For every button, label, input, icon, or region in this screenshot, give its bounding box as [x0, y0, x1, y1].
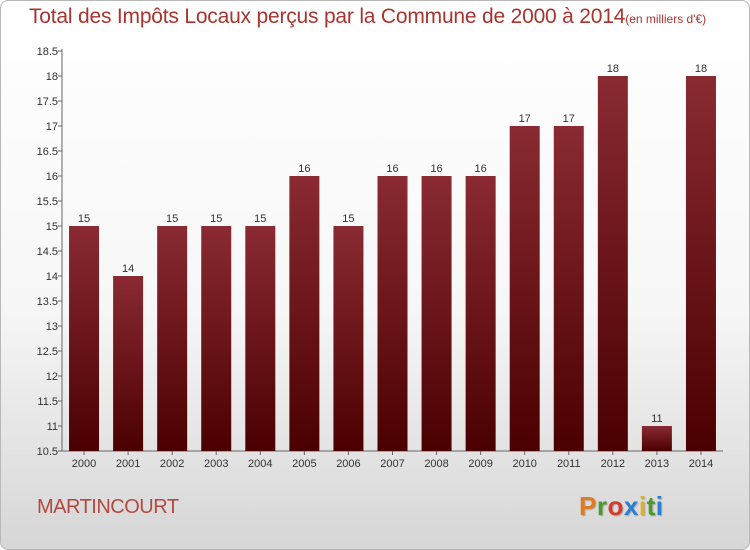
logo-letter: i [638, 491, 647, 521]
bar-2006 [333, 226, 364, 451]
x-tick-label: 2007 [380, 458, 404, 470]
x-tick-label: 2005 [292, 458, 316, 470]
data-label-2010: 17 [519, 113, 531, 125]
y-tick-label: 16.5 [37, 146, 58, 158]
x-tick-label: 2010 [512, 458, 536, 470]
logo-letter: x [623, 491, 639, 521]
bar-2011 [553, 126, 584, 451]
chart-title-block: Total des Impôts Locaux perçus par la Co… [29, 5, 706, 29]
data-label-2006: 15 [342, 213, 354, 225]
data-label-2008: 16 [430, 163, 442, 175]
y-tick-label: 15 [46, 221, 58, 233]
x-tick-label: 2003 [204, 458, 228, 470]
data-label-2012: 18 [607, 63, 619, 75]
bar-2003 [201, 226, 232, 451]
data-label-2004: 15 [254, 213, 266, 225]
x-tick-label: 2011 [557, 458, 581, 470]
data-label-2009: 16 [475, 163, 487, 175]
bar-2000 [69, 226, 100, 451]
y-tick-label: 17.5 [37, 96, 58, 108]
data-label-2000: 15 [78, 213, 90, 225]
proxiti-logo: Proxiti [579, 491, 663, 522]
y-tick-label: 11.5 [37, 396, 58, 408]
x-tick-label: 2002 [160, 458, 184, 470]
y-tick-label: 16 [46, 171, 58, 183]
x-tick-label: 2004 [248, 458, 272, 470]
bar-2014 [685, 76, 716, 451]
bar-2008 [421, 176, 452, 451]
y-tick-label: 10.5 [37, 446, 58, 458]
y-tick-label: 18 [46, 71, 58, 83]
y-tick-label: 12.5 [37, 346, 58, 358]
commune-name: MARTINCOURT [37, 496, 179, 518]
y-tick-label: 14 [46, 271, 58, 283]
chart-data-labels: 15 14 15 15 15 16 15 16 16 16 17 17 18 11 18 [78, 63, 707, 425]
data-label-2003: 15 [210, 213, 222, 225]
x-tick-label: 2000 [72, 458, 96, 470]
bar-2002 [157, 226, 188, 451]
data-label-2011: 17 [563, 113, 575, 125]
x-tick-label: 2013 [645, 458, 669, 470]
chart-title: Total des Impôts Locaux perçus par la Co… [29, 5, 626, 28]
bar-2009 [465, 176, 496, 451]
y-tick-label: 11 [47, 421, 58, 433]
y-tick-label: 12 [46, 371, 58, 383]
x-tick-label: 2009 [468, 458, 492, 470]
x-tick-label: 2014 [689, 458, 713, 470]
data-label-2001: 14 [122, 263, 134, 275]
data-label-2014: 18 [695, 63, 707, 75]
logo-letter: t [646, 491, 656, 521]
logo-letter: P [579, 491, 597, 521]
chart-unit: (en milliers d'€) [625, 12, 707, 26]
y-tick-label: 14.5 [37, 246, 58, 258]
chart-bars [69, 76, 716, 451]
logo-letter: i [655, 491, 664, 521]
data-label-2013: 11 [651, 413, 662, 425]
x-tick-label: 2012 [601, 458, 625, 470]
y-tick-label: 15.5 [37, 196, 58, 208]
bar-2007 [377, 176, 408, 451]
data-label-2005: 16 [298, 163, 310, 175]
bar-2010 [509, 126, 540, 451]
y-tick-label: 13.5 [37, 296, 58, 308]
logo-letter: o [607, 491, 624, 521]
bar-2001 [113, 276, 144, 451]
x-tick-label: 2008 [424, 458, 448, 470]
bar-2012 [597, 76, 628, 451]
bar-2013 [641, 426, 672, 451]
bar-2005 [289, 176, 320, 451]
y-tick-label: 18.5 [37, 46, 58, 58]
bar-2004 [245, 226, 276, 451]
logo-letter: r [596, 491, 608, 521]
data-label-2002: 15 [166, 213, 178, 225]
y-tick-label: 13 [46, 321, 58, 333]
x-tick-label: 2006 [336, 458, 360, 470]
y-tick-label: 17 [46, 121, 58, 133]
x-tick-label: 2001 [116, 458, 140, 470]
data-label-2007: 16 [386, 163, 398, 175]
